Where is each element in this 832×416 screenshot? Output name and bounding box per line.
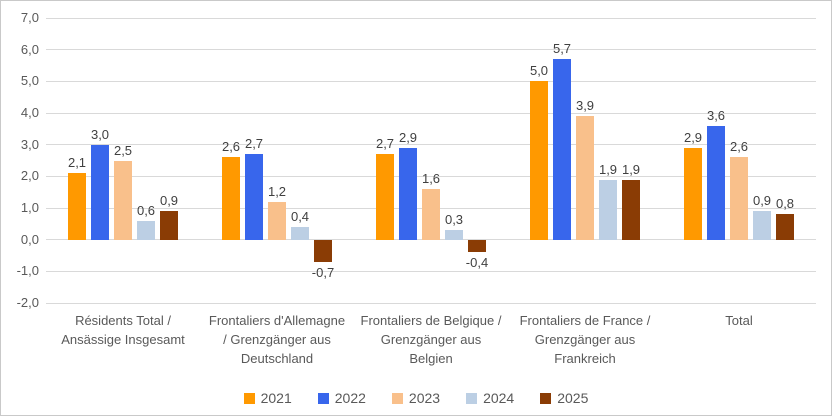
bar-2024-frontaliers-d-allemagne-grenzg <box>291 227 309 240</box>
value-label-2021-frontaliers-d-allemagne-grenzg: 2,6 <box>221 139 241 155</box>
bar-group-frontaliers-de-belgique-grenzg: 2,7 2,9 1,6 0,3 -0,4 <box>354 18 508 303</box>
y-tick-label: 5,0 <box>20 73 39 89</box>
gridline <box>46 175 816 177</box>
bar-2022-frontaliers-de-belgique-grenzg <box>399 147 417 240</box>
category-label-frontaliers-d-allemagne-grenzg: Frontaliers d'Allemagne / Grenzgänger au… <box>208 313 346 366</box>
bar-2025-frontaliers-de-france-grenzga- <box>622 179 640 240</box>
category-axis: Résidents Total / Ansässige Insgesamt Fro… <box>46 311 816 368</box>
legend-label-2025: 2025 <box>557 390 589 406</box>
bar-2025-re-sidents-total-ansa-ssige-in <box>160 211 178 240</box>
bar-2023-frontaliers-de-france-grenzga- <box>576 116 594 240</box>
bar-2022-total <box>707 125 725 240</box>
value-label-2023-frontaliers-de-belgique-grenzg: 1,6 <box>421 171 441 186</box>
y-tick-label: 2,0 <box>20 168 39 184</box>
bar-2024-frontaliers-de-belgique-grenzg <box>445 230 463 240</box>
y-tick-label: 4,0 <box>20 105 39 120</box>
value-label-2023-re-sidents-total-ansa-ssige-in: 2,5 <box>113 142 133 158</box>
y-tick-label: 0,0 <box>20 231 39 247</box>
y-tick-label: -2,0 <box>16 295 39 310</box>
gridline <box>46 80 816 82</box>
legend-item-2024: 2024 <box>466 390 514 406</box>
category-label-total: Total <box>725 313 753 328</box>
legend-item-2025: 2025 <box>540 390 588 406</box>
value-label-2025-frontaliers-de-belgique-grenzg: -0,4 <box>465 255 489 271</box>
y-tick-label: 1,0 <box>20 200 39 215</box>
bar-2025-total <box>776 214 794 240</box>
y-tick-label: 6,0 <box>20 41 39 57</box>
bar-2022-frontaliers-d-allemagne-grenzg <box>245 154 263 240</box>
category-label-frontaliers-de-france-grenzga-: Frontaliers de France / Grenzgänger aus … <box>519 313 651 366</box>
bar-2023-frontaliers-de-belgique-grenzg <box>422 189 440 240</box>
value-label-2024-re-sidents-total-ansa-ssige-in: 0,6 <box>136 202 156 218</box>
bar-2024-total <box>753 211 771 240</box>
y-axis: 7,0 6,0 5,0 4,0 3,0 2,0 1,0 0,0 -1,0 -2,0 <box>1 10 39 310</box>
bar-2022-re-sidents-total-ansa-ssige-in <box>91 144 109 240</box>
value-label-2023-total: 2,6 <box>729 139 749 155</box>
legend-item-2023: 2023 <box>391 390 441 406</box>
gridline <box>46 144 816 146</box>
bar-2021-re-sidents-total-ansa-ssige-in <box>68 173 86 240</box>
value-label-2025-frontaliers-d-allemagne-grenzg: -0,7 <box>311 264 335 280</box>
value-label-2021-frontaliers-de-belgique-grenzg: 2,7 <box>375 136 395 152</box>
legend-label-2021: 2021 <box>260 390 292 406</box>
value-label-2021-frontaliers-de-france-grenzga-: 5,0 <box>529 63 549 79</box>
category-label-frontaliers-de-belgique-grenzg: Frontaliers de Belgique / Grenzgänger au… <box>360 313 502 366</box>
gridline <box>46 49 816 51</box>
gridline <box>46 112 816 114</box>
value-label-2021-total: 2,9 <box>683 129 703 145</box>
legend-swatch-2022 <box>317 392 329 404</box>
legend-swatch-2021 <box>243 392 255 404</box>
value-label-2025-total: 0,8 <box>775 196 795 212</box>
legend-swatch-2025 <box>540 392 552 404</box>
legend: 2021 2022 2023 2024 2025 <box>1 390 831 406</box>
value-label-2023-frontaliers-d-allemagne-grenzg: 1,2 <box>267 183 287 199</box>
value-label-2022-frontaliers-d-allemagne-grenzg: 2,7 <box>244 136 264 152</box>
legend-label-2023: 2023 <box>408 390 441 406</box>
value-label-2024-frontaliers-de-belgique-grenzg: 0,3 <box>444 212 464 228</box>
legend-item-2022: 2022 <box>317 390 366 406</box>
category-label-re-sidents-total-ansa-ssige-in: Résidents Total / Ansässige Insgesamt <box>61 313 185 347</box>
gridline <box>46 239 816 241</box>
y-tick-label: 3,0 <box>20 136 39 152</box>
value-label-2024-frontaliers-d-allemagne-grenzg: 0,4 <box>290 209 310 224</box>
gridline <box>46 17 816 19</box>
gridline <box>46 302 816 304</box>
bar-2023-total <box>730 157 748 240</box>
bar-2023-frontaliers-d-allemagne-grenzg <box>268 201 286 240</box>
legend-label-2024: 2024 <box>483 390 515 406</box>
bar-2021-frontaliers-de-belgique-grenzg <box>376 154 394 240</box>
bar-2022-frontaliers-de-france-grenzga- <box>553 59 571 240</box>
bar-2023-re-sidents-total-ansa-ssige-in <box>114 160 132 240</box>
bar-group-frontaliers-d-allemagne-grenzg: 2,6 2,7 1,2 0,4 -0,7 <box>200 18 354 303</box>
bar-2025-frontaliers-d-allemagne-grenzg <box>314 239 332 262</box>
bar-2021-total <box>684 147 702 240</box>
plot-area: 2,1 3,0 2,5 0,6 0,9 2,6 2,7 1,2 0,4 -0,7 2,7 2,9 1,6… <box>46 17 816 304</box>
value-label-2022-frontaliers-de-belgique-grenzg: 2,9 <box>398 129 418 145</box>
legend-label-2022: 2022 <box>334 390 366 406</box>
value-label-2022-re-sidents-total-ansa-ssige-in: 3,0 <box>90 126 110 142</box>
bar-2021-frontaliers-de-france-grenzga- <box>530 81 548 240</box>
bar-2025-frontaliers-de-belgique-grenzg <box>468 239 486 253</box>
legend-swatch-2024 <box>466 392 478 404</box>
value-label-2021-re-sidents-total-ansa-ssige-in: 2,1 <box>67 155 87 171</box>
value-label-2024-total: 0,9 <box>752 193 772 209</box>
bar-group-frontaliers-de-france-grenzga-: 5,0 5,7 3,9 1,9 1,9 <box>508 18 662 303</box>
value-label-2023-frontaliers-de-france-grenzga-: 3,9 <box>575 98 595 114</box>
bar-group-re-sidents-total-ansa-ssige-in: 2,1 3,0 2,5 0,6 0,9 <box>46 18 200 303</box>
bar-2024-frontaliers-de-france-grenzga- <box>599 179 617 240</box>
legend-swatch-2023 <box>391 392 403 404</box>
gridline <box>46 270 816 272</box>
legend-item-2021: 2021 <box>243 390 292 406</box>
y-tick-label: -1,0 <box>16 263 39 279</box>
bar-group-total: 2,9 3,6 2,6 0,9 0,8 <box>662 18 816 303</box>
value-label-2025-re-sidents-total-ansa-ssige-in: 0,9 <box>159 193 179 209</box>
bar-2021-frontaliers-d-allemagne-grenzg <box>222 157 240 240</box>
bar-2024-re-sidents-total-ansa-ssige-in <box>137 220 155 240</box>
value-label-2022-frontaliers-de-france-grenzga-: 5,7 <box>552 41 572 57</box>
value-label-2025-frontaliers-de-france-grenzga-: 1,9 <box>621 161 641 177</box>
value-label-2024-frontaliers-de-france-grenzga-: 1,9 <box>598 161 618 177</box>
value-label-2022-total: 3,6 <box>706 107 726 123</box>
y-tick-label: 7,0 <box>20 10 39 25</box>
